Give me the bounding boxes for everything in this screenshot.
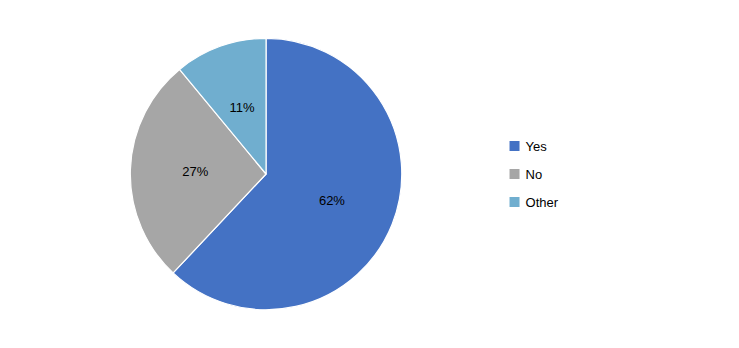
svg-text:62%: 62% [319,193,345,208]
svg-text:27%: 27% [182,164,208,179]
svg-text:Other: Other [526,195,559,210]
svg-text:11%: 11% [230,100,255,115]
svg-text:No: No [526,167,543,182]
svg-text:Yes: Yes [526,139,548,154]
